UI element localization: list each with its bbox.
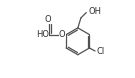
Text: O: O (44, 15, 51, 24)
Text: OH: OH (88, 7, 101, 16)
Text: Cl: Cl (97, 47, 105, 56)
Text: O: O (59, 30, 65, 39)
Text: HO: HO (36, 30, 49, 39)
